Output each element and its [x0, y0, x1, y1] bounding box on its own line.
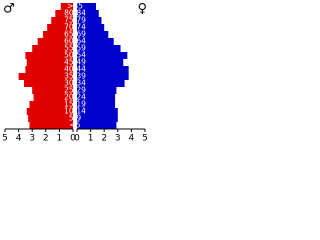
bar — [77, 10, 99, 17]
x-tick-label: 1 — [57, 134, 63, 144]
bar — [77, 80, 125, 87]
bar — [77, 59, 124, 66]
chart: <55-910-1415-1920-2425-2930-3435-3940-44… — [2, 2, 148, 144]
legend-male: ♂ — [3, 2, 15, 17]
bar — [29, 122, 73, 129]
bar — [37, 38, 73, 45]
bar — [51, 17, 73, 24]
bar — [55, 10, 73, 17]
age-label: 65-69 — [64, 30, 86, 39]
bar — [77, 52, 128, 59]
age-label: >85 — [67, 2, 83, 11]
x-tick-label: 2 — [101, 134, 107, 144]
bar — [47, 24, 73, 31]
age-label: 45-49 — [64, 58, 86, 67]
bar — [77, 66, 129, 73]
age-label: 15-19 — [64, 100, 86, 109]
age-label: 40-44 — [64, 65, 86, 74]
x-tick-label: 3 — [115, 134, 121, 144]
bar — [77, 24, 105, 31]
x-tick-label: 5 — [2, 134, 8, 144]
age-label: 60-64 — [64, 37, 86, 46]
age-label: 55-59 — [64, 44, 86, 53]
x-tick-label: 4 — [16, 134, 22, 144]
bar — [25, 66, 73, 73]
bar — [77, 101, 116, 108]
bar — [18, 73, 74, 80]
x-tick-label: 2 — [43, 134, 49, 144]
bar — [32, 45, 73, 52]
age-label: 25-29 — [64, 86, 86, 95]
bar — [28, 115, 73, 122]
bar — [77, 3, 97, 10]
age-label: <5 — [69, 121, 80, 130]
age-label: 20-24 — [64, 93, 86, 102]
bar — [77, 38, 114, 45]
bar — [77, 45, 121, 52]
bar — [77, 17, 102, 24]
age-label: 70-74 — [64, 23, 86, 32]
bar — [32, 87, 73, 94]
bar — [29, 101, 73, 108]
x-tick-label: 3 — [29, 134, 35, 144]
bar — [77, 87, 117, 94]
bar — [77, 73, 129, 80]
bar — [77, 94, 116, 101]
bar — [26, 59, 73, 66]
x-tick-label: 0 — [74, 134, 80, 144]
age-label: 75-79 — [64, 16, 86, 25]
bar — [43, 31, 73, 38]
x-tick-label: 4 — [129, 134, 135, 144]
age-label: 50-54 — [64, 51, 86, 60]
legend-female: ♀ — [137, 2, 147, 17]
age-label: 35-39 — [64, 72, 86, 81]
x-tick-label: 1 — [88, 134, 94, 144]
age-label: 80-84 — [64, 9, 86, 18]
age-label: 5-9 — [69, 114, 81, 123]
age-label: 10-14 — [64, 107, 86, 116]
bar — [24, 80, 73, 87]
bar — [77, 122, 117, 129]
x-tick-label: 5 — [142, 134, 148, 144]
bar — [26, 108, 73, 115]
bar — [33, 94, 73, 101]
bar — [77, 115, 118, 122]
bar — [25, 52, 73, 59]
age-label: 30-34 — [64, 79, 86, 88]
bar — [77, 31, 109, 38]
x-tick-label: 0 — [70, 134, 76, 144]
bar — [77, 108, 118, 115]
bar — [60, 3, 73, 10]
